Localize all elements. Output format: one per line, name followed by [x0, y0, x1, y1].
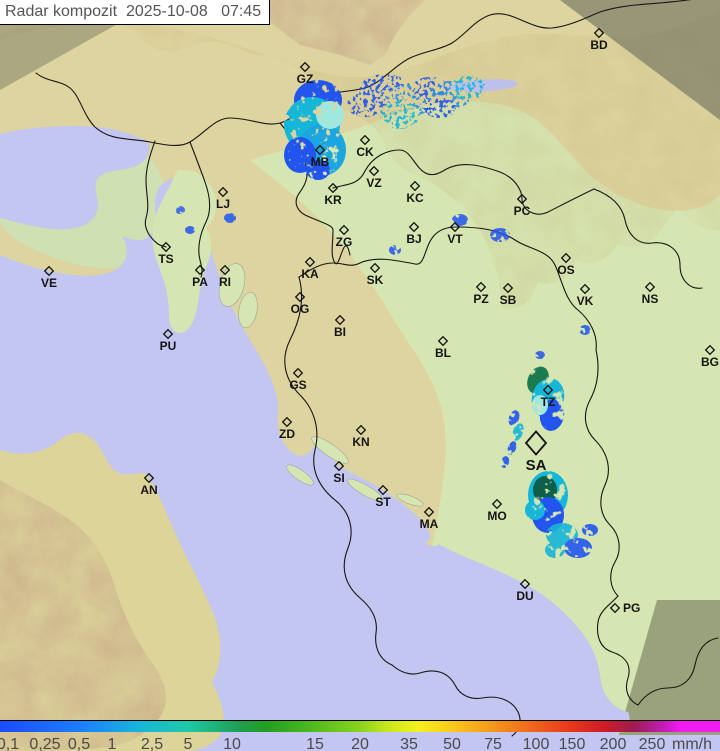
- svg-text:GS: GS: [289, 378, 306, 392]
- svg-text:PA: PA: [192, 275, 208, 289]
- svg-text:SI: SI: [333, 471, 344, 485]
- svg-text:BI: BI: [334, 325, 346, 339]
- svg-text:TZ: TZ: [541, 395, 556, 409]
- svg-text:SA: SA: [526, 457, 547, 474]
- svg-text:MO: MO: [487, 509, 506, 523]
- svg-text:ZG: ZG: [336, 235, 353, 249]
- svg-text:NS: NS: [642, 292, 659, 306]
- svg-text:VK: VK: [577, 294, 594, 308]
- svg-text:BL: BL: [435, 346, 451, 360]
- svg-text:OS: OS: [557, 263, 574, 277]
- svg-text:VE: VE: [41, 276, 57, 290]
- svg-text:VT: VT: [447, 232, 463, 246]
- svg-text:PC: PC: [514, 204, 531, 218]
- svg-text:PU: PU: [160, 339, 177, 353]
- svg-text:KR: KR: [324, 193, 342, 207]
- svg-text:PG: PG: [623, 601, 640, 615]
- svg-text:BJ: BJ: [406, 232, 421, 246]
- svg-text:CK: CK: [356, 145, 374, 159]
- svg-text:GZ: GZ: [297, 72, 314, 86]
- svg-text:AN: AN: [140, 483, 157, 497]
- svg-text:BD: BD: [590, 38, 608, 52]
- svg-text:DU: DU: [516, 589, 533, 603]
- svg-text:LJ: LJ: [216, 197, 230, 211]
- svg-text:KC: KC: [406, 191, 424, 205]
- svg-text:KN: KN: [352, 435, 369, 449]
- svg-text:ST: ST: [375, 495, 391, 509]
- svg-text:OG: OG: [291, 302, 310, 316]
- svg-text:BG: BG: [701, 355, 719, 369]
- svg-text:KA: KA: [301, 267, 319, 281]
- svg-text:MA: MA: [420, 517, 439, 531]
- svg-text:TS: TS: [158, 252, 173, 266]
- svg-text:SK: SK: [367, 273, 384, 287]
- svg-text:ZD: ZD: [279, 427, 295, 441]
- svg-text:PZ: PZ: [473, 292, 488, 306]
- svg-text:VZ: VZ: [366, 176, 381, 190]
- svg-text:RI: RI: [219, 275, 231, 289]
- svg-text:MB: MB: [311, 155, 330, 169]
- svg-text:SB: SB: [500, 293, 517, 307]
